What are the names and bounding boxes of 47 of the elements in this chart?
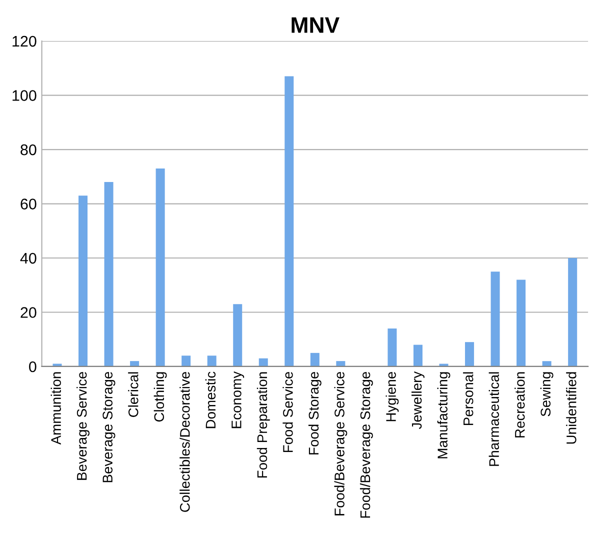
bar [182,356,191,366]
bar [542,361,552,366]
x-tick-label: Economy [232,371,244,428]
x-tick-label: Domestic [205,372,216,428]
x-tick-label: Sewing [540,372,554,416]
bar [465,342,474,366]
bar [336,361,346,366]
x-tick-label: Food Storage [308,372,322,454]
bar [516,280,526,366]
bar [568,258,578,366]
bar [490,272,500,366]
x-tick-label: Food/Beverage Storage [360,372,373,518]
bar [130,361,140,366]
bar [78,196,88,366]
x-tick-label: Collectibles/Decorative [180,372,190,512]
bar [413,344,422,366]
x-tick-label: Ammunition [50,372,61,445]
x-tick-label: Hygiene [386,372,399,422]
bar [284,76,294,366]
y-tick-label: 100 [12,90,36,101]
bar [156,168,165,366]
bar [388,328,397,366]
bar [207,356,216,366]
bar [258,358,268,366]
y-tick-label: 0 [29,361,36,372]
chart-title: MNV [292,17,340,33]
x-tick-label: Manufacturing [437,372,450,458]
x-tick-label: Food/Beverage Service [334,372,348,516]
bar [310,352,320,366]
x-tick-label: Food Service [282,372,293,452]
x-tick-label: Clerical [128,372,138,417]
x-tick-label: Pharmaceutical [488,372,500,466]
x-tick-label: Beverage Storage [102,372,116,482]
x-tick-label: Food Preparation [256,372,270,478]
y-tick-label: 20 [20,307,36,318]
x-tick-label: Jewellery [412,371,424,430]
x-tick-label: Unidentified [566,372,576,444]
x-tick-label: Personal [463,372,474,426]
y-tick-label: 80 [20,144,36,156]
x-tick-label: Beverage Service [76,372,90,480]
x-tick-label: Clothing [154,372,167,422]
bar [233,304,242,366]
y-tick-label: 40 [20,252,36,264]
y-tick-label: 60 [20,198,36,210]
bar [104,182,114,366]
y-tick-label: 120 [12,36,36,47]
x-tick-label: Recreation [514,372,525,438]
